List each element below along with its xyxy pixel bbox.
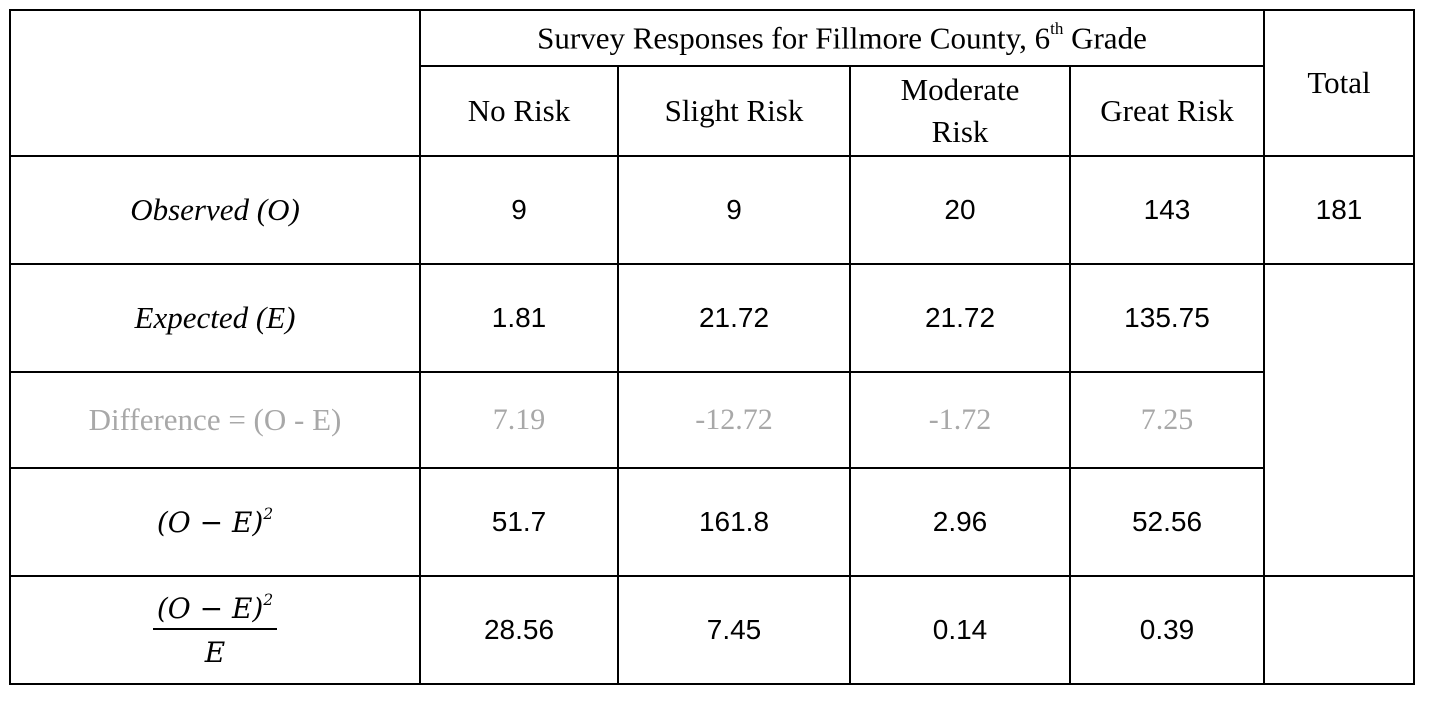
cell-observed-total: 181 [1263,155,1415,265]
cell-expected-moderate-risk: 21.72 [849,263,1071,373]
table-row: (O − E)2 51.7 161.8 2.96 52.56 [9,467,1414,577]
col-header-moderate-risk: Moderate Risk [849,65,1071,157]
table-row: Expected (E) 1.81 21.72 21.72 135.75 [9,263,1415,577]
table-title: Survey Responses for Fillmore County, 6t… [419,9,1265,67]
col-header-slight-risk: Slight Risk [617,65,851,157]
table-row: Difference = (O - E) 7.19 -12.72 -1.72 7… [9,371,1414,469]
cell-observed-great-risk: 143 [1069,155,1265,265]
cell-ratio-slight-risk: 7.45 [617,575,851,685]
row-label-expected: Expected (E) [9,263,421,373]
cell-squared-slight-risk: 161.8 [617,467,851,577]
table-row: Observed (O) 9 9 20 143 181 [9,155,1415,265]
cell-observed-slight-risk: 9 [617,155,851,265]
total-header: Total [1263,9,1415,157]
cell-ratio-no-risk: 28.56 [419,575,619,685]
cell-expected-great-risk: 135.75 [1069,263,1265,373]
ratio-fraction: (O − E)2 E [152,591,278,669]
col-header-great-risk: Great Risk [1069,65,1265,157]
survey-table: Survey Responses for Fillmore County, 6t… [9,9,1415,685]
row-label-difference: Difference = (O - E) [9,371,421,469]
cell-observed-no-risk: 9 [419,155,619,265]
corner-cell [9,9,421,157]
cell-expected-no-risk: 1.81 [419,263,619,373]
row-label-ratio: (O − E)2 E [9,575,421,685]
cell-difference-great-risk: 7.25 [1069,371,1265,469]
squared-formula: (O − E) [156,506,264,540]
empty-total-cell [1263,263,1415,577]
cell-ratio-moderate-risk: 0.14 [849,575,1071,685]
cell-squared-no-risk: 51.7 [419,467,619,577]
row-label-squared: (O − E)2 [9,467,421,577]
cell-observed-moderate-risk: 20 [849,155,1071,265]
table-row: (O − E)2 E 28.56 7.45 0.14 0.39 [9,575,1415,685]
cell-difference-no-risk: 7.19 [419,371,619,469]
empty-ratio-total-cell [1263,575,1415,685]
cell-expected-slight-risk: 21.72 [617,263,851,373]
col-header-no-risk: No Risk [419,65,619,157]
cell-difference-slight-risk: -12.72 [617,371,851,469]
row-label-observed: Observed (O) [9,155,421,265]
cell-squared-great-risk: 52.56 [1069,467,1265,577]
cell-difference-moderate-risk: -1.72 [849,371,1071,469]
cell-squared-moderate-risk: 2.96 [849,467,1071,577]
cell-ratio-great-risk: 0.39 [1069,575,1265,685]
